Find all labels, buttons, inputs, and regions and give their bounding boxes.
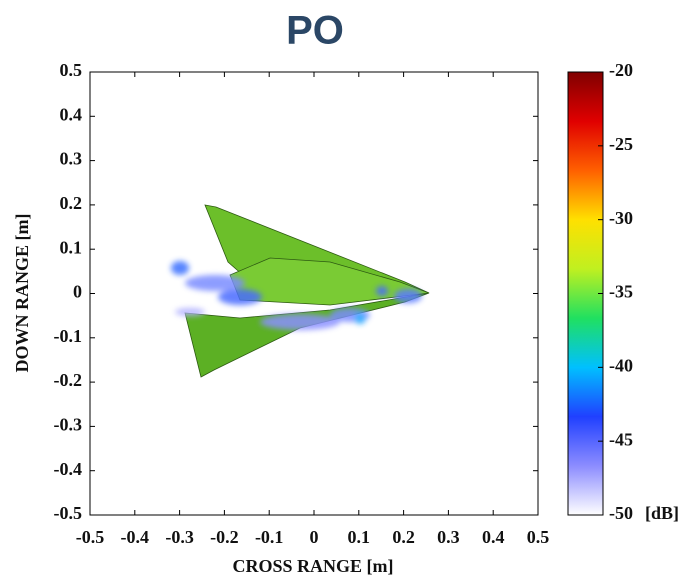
x-tick-label: -0.3 (165, 527, 194, 547)
y-tick-label: 0 (73, 282, 82, 302)
y-tick-label: 0.3 (60, 149, 83, 169)
x-tick-label: -0.5 (76, 527, 105, 547)
colorbar-tick-label: -25 (609, 134, 633, 154)
colorbar-tick-label: -50 (609, 503, 633, 523)
x-tick-label: -0.1 (255, 527, 284, 547)
y-tick-label: -0.2 (54, 370, 83, 390)
y-tick-label: -0.3 (54, 415, 83, 435)
x-tick-label: 0.1 (348, 527, 371, 547)
colorbar-tick-label: -30 (609, 208, 633, 228)
aircraft-image (171, 204, 430, 378)
colorbar-label: [dB] (645, 503, 679, 523)
y-tick-label: -0.4 (54, 459, 83, 479)
x-axis-label: CROSS RANGE [m] (232, 556, 393, 576)
colorbar-tick-label: -35 (609, 282, 633, 302)
colorbar-tick-label: -40 (609, 355, 633, 375)
x-tick-label: 0 (310, 527, 319, 547)
y-axis-label: DOWN RANGE [m] (12, 214, 32, 373)
y-tick-label: 0.5 (60, 60, 83, 80)
x-tick-label: -0.4 (121, 527, 150, 547)
y-tick-label: 0.1 (60, 237, 83, 257)
y-tick-label: 0.2 (60, 193, 83, 213)
colorbar (567, 71, 604, 516)
colorbar-tick-label: -45 (609, 429, 633, 449)
y-tick-label: -0.1 (54, 326, 83, 346)
x-tick-label: 0.5 (527, 527, 550, 547)
y-tick-label: 0.4 (60, 104, 83, 124)
colorbar-tick-label: -20 (609, 60, 633, 80)
chart-title: PO (286, 9, 344, 53)
x-tick-label: -0.2 (210, 527, 239, 547)
x-tick-label: 0.4 (482, 527, 505, 547)
x-tick-label: 0.2 (392, 527, 415, 547)
x-tick-label: 0.3 (437, 527, 460, 547)
y-tick-label: -0.5 (54, 503, 83, 523)
